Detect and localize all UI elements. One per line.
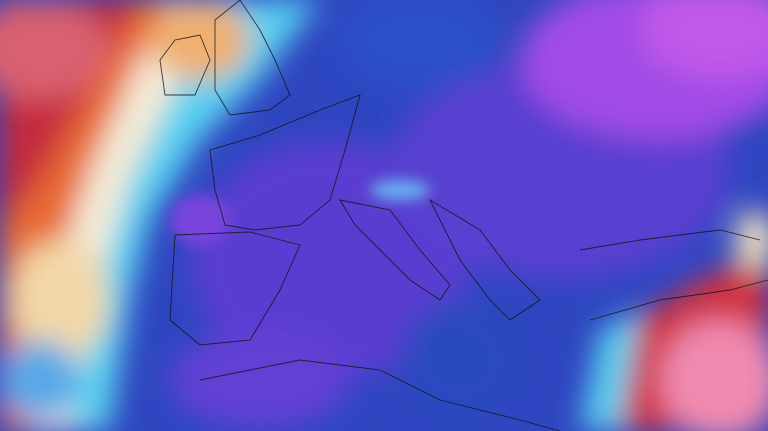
france-outline	[209, 94, 361, 231]
coastlines	[159, 0, 768, 431]
iberia-outline	[169, 231, 301, 346]
britain-outline	[214, 0, 291, 116]
italy-outline	[339, 199, 451, 301]
alps-highlight	[170, 180, 430, 245]
turkey-south-coast	[589, 279, 768, 321]
north-africa-coast	[199, 359, 561, 431]
ireland-outline	[159, 34, 211, 96]
black-sea-coast	[579, 229, 761, 251]
balkans-outline	[428, 198, 541, 321]
